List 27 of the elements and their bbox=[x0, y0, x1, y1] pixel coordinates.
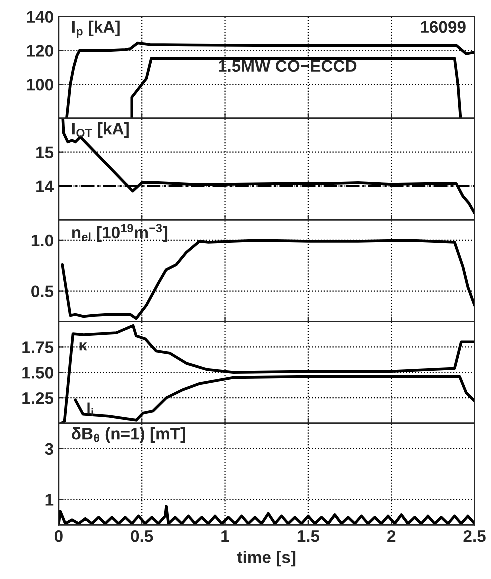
y-tick-label: 1.0 bbox=[32, 234, 54, 247]
y-tick-label: 1.75 bbox=[22, 342, 54, 354]
series-label: l$_{i}$ bbox=[88, 402, 94, 416]
y-tick-label: 100 bbox=[27, 78, 54, 91]
annotation: 16099 bbox=[421, 21, 466, 34]
y-tick-label: 140 bbox=[27, 11, 54, 23]
y-tick-label: 1.25 bbox=[22, 392, 54, 404]
x-tick-label: 1.5 bbox=[298, 530, 320, 542]
x-tick-label: 2.5 bbox=[464, 530, 486, 542]
y-tick-label: 120 bbox=[27, 45, 54, 57]
x-tick-label: 1 bbox=[222, 530, 230, 542]
y-tick-label: 1 bbox=[46, 494, 54, 506]
series-label: κ bbox=[80, 342, 88, 351]
y-tick-label: 15 bbox=[36, 146, 54, 159]
x-tick-label: 0.5 bbox=[131, 530, 154, 542]
y-axis-title: I$_{p}$ [kA] bbox=[72, 20, 120, 38]
x-tick-label: 0 bbox=[54, 530, 63, 542]
x-axis-title: time [s] bbox=[237, 551, 296, 567]
y-axis-title: n$_{el}$ [10$^{19}$m$^{−3}$] bbox=[72, 224, 168, 242]
y-tick-label: 1.50 bbox=[22, 367, 54, 379]
y-tick-label: 14 bbox=[36, 180, 54, 192]
y-axis-title: δB$_{θ}$ (n=1) [mT] bbox=[72, 428, 186, 444]
y-tick-label: 0.5 bbox=[32, 286, 54, 298]
y-tick-label: 3 bbox=[45, 443, 54, 456]
y-axis-title: I$_{OT}$ [kA] bbox=[72, 122, 129, 138]
annotation: 1.5MW CO−ECCD bbox=[219, 60, 357, 72]
x-tick-label: 2 bbox=[388, 530, 396, 542]
